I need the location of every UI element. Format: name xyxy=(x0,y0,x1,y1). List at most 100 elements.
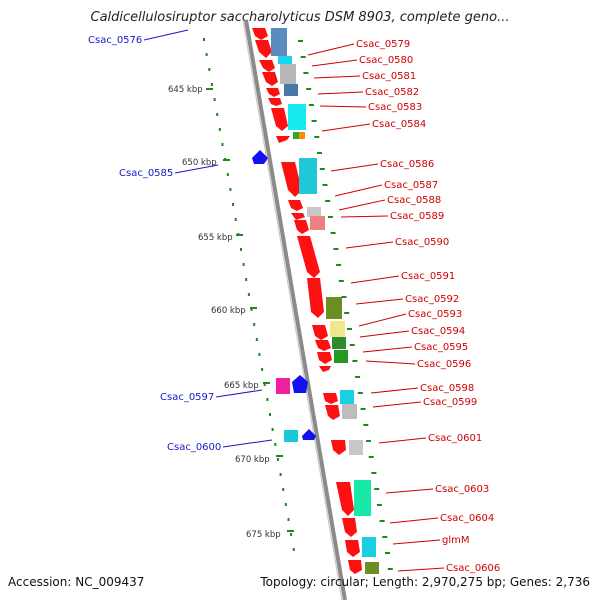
gene-label-csac_0598: Csac_0598 xyxy=(370,383,474,394)
gene-label-csac_0580: Csac_0580 xyxy=(311,55,413,67)
gene-block xyxy=(284,84,298,96)
scale-label: 645 kbp xyxy=(168,85,203,95)
gene-label-csac_0587: Csac_0587 xyxy=(334,180,438,197)
dot-mark xyxy=(274,443,277,446)
svg-text:Csac_0596: Csac_0596 xyxy=(417,359,471,370)
svg-text:glmM: glmM xyxy=(442,535,470,546)
svg-text:Csac_0590: Csac_0590 xyxy=(395,237,449,248)
dot-mark xyxy=(327,216,333,218)
inner-dotted-arc xyxy=(298,40,393,570)
gene-arrow xyxy=(297,236,320,278)
svg-text:Csac_0585: Csac_0585 xyxy=(119,168,173,179)
gene-label-glmm: glmM xyxy=(392,535,470,546)
svg-text:Csac_0600: Csac_0600 xyxy=(167,442,221,453)
dot-mark xyxy=(379,520,385,522)
gene-label-csac_0595: Csac_0595 xyxy=(362,342,468,353)
gene-arrow xyxy=(331,440,346,455)
dot-mark xyxy=(330,232,336,234)
gene-arrow xyxy=(259,60,275,72)
gene-label-csac_0596: Csac_0596 xyxy=(365,359,471,370)
svg-text:Csac_0581: Csac_0581 xyxy=(362,71,416,82)
dot-mark xyxy=(357,392,363,394)
svg-text:Csac_0601: Csac_0601 xyxy=(428,433,482,444)
gene-label-csac_0584: Csac_0584 xyxy=(321,119,426,132)
dot-mark xyxy=(213,98,216,101)
svg-text:Csac_0599: Csac_0599 xyxy=(423,397,477,408)
gene-arrow xyxy=(307,278,324,318)
gene-block xyxy=(326,297,342,319)
gene-block xyxy=(284,430,298,442)
gene-block xyxy=(299,132,305,139)
gene-block xyxy=(365,562,379,574)
dot-mark xyxy=(221,143,224,146)
gene-arrow xyxy=(345,540,360,557)
dot-mark xyxy=(317,152,322,154)
gene-arrow xyxy=(262,72,278,86)
dot-mark xyxy=(319,168,325,170)
svg-text:Csac_0592: Csac_0592 xyxy=(405,294,459,305)
dot-mark xyxy=(269,413,271,416)
map-title: Caldicellulosiruptor saccharolyticus DSM… xyxy=(90,10,510,25)
scale-label: 655 kbp xyxy=(198,233,233,243)
svg-text:Csac_0595: Csac_0595 xyxy=(414,342,468,353)
dot-mark xyxy=(338,280,344,282)
dot-mark xyxy=(205,53,208,56)
dot-mark xyxy=(366,440,371,442)
gene-label-csac_0597: Csac_0597 xyxy=(160,389,263,403)
dot-mark xyxy=(374,488,380,490)
dot-mark xyxy=(250,308,253,311)
category-genes[interactable] xyxy=(271,28,379,574)
dot-mark xyxy=(216,113,219,116)
dot-mark xyxy=(240,248,242,251)
dot-mark xyxy=(371,472,377,474)
gene-label-csac_0591: Csac_0591 xyxy=(350,271,455,284)
dot-mark xyxy=(271,428,274,431)
gene-arrow xyxy=(317,352,332,364)
dot-mark xyxy=(300,56,306,58)
svg-text:Csac_0604: Csac_0604 xyxy=(440,513,494,524)
gene-arrow xyxy=(266,88,280,97)
gene-arrow xyxy=(252,28,268,40)
dot-mark xyxy=(387,568,393,570)
dot-mark xyxy=(376,504,382,506)
gene-arrow xyxy=(291,213,305,220)
dot-mark xyxy=(290,533,293,536)
gene-block xyxy=(349,440,363,455)
gene-arrow xyxy=(288,200,303,211)
gene-label-csac_0582: Csac_0582 xyxy=(317,87,419,98)
gene-arrow xyxy=(271,108,288,131)
gene-label-csac_0599: Csac_0599 xyxy=(372,397,477,408)
dot-mark xyxy=(355,376,361,378)
dot-mark xyxy=(203,38,205,41)
dot-mark xyxy=(284,503,287,506)
gene-arrow xyxy=(325,405,340,420)
gene-arrow xyxy=(348,560,362,574)
dot-mark xyxy=(282,488,285,491)
dot-mark xyxy=(306,88,312,90)
dot-mark xyxy=(242,263,245,266)
dot-mark xyxy=(263,383,266,386)
dot-mark xyxy=(308,104,314,106)
dot-mark xyxy=(382,536,388,538)
dot-mark xyxy=(255,338,258,341)
dot-mark xyxy=(245,278,248,281)
gene-block xyxy=(362,537,376,557)
gene-arrow xyxy=(319,366,331,372)
svg-text:Csac_0594: Csac_0594 xyxy=(411,326,465,337)
dot-mark xyxy=(226,173,229,176)
dot-mark xyxy=(276,458,279,461)
gene-arrow xyxy=(268,98,282,106)
dot-mark xyxy=(352,360,358,362)
forward-genes[interactable] xyxy=(252,28,362,574)
gene-arrow xyxy=(315,340,331,351)
dot-mark xyxy=(344,312,350,314)
reverse-genes[interactable] xyxy=(252,150,316,442)
svg-text:Csac_0591: Csac_0591 xyxy=(401,271,455,282)
scale-label: 660 kbp xyxy=(211,306,246,316)
scale-labels: 645 kbp 650 kbp 655 kbp 660 kbp 665 kbp … xyxy=(168,85,294,540)
gene-label-csac_0589: Csac_0589 xyxy=(340,211,444,222)
svg-text:Csac_0603: Csac_0603 xyxy=(435,484,489,495)
gene-block xyxy=(334,350,348,363)
dot-mark xyxy=(368,456,374,458)
